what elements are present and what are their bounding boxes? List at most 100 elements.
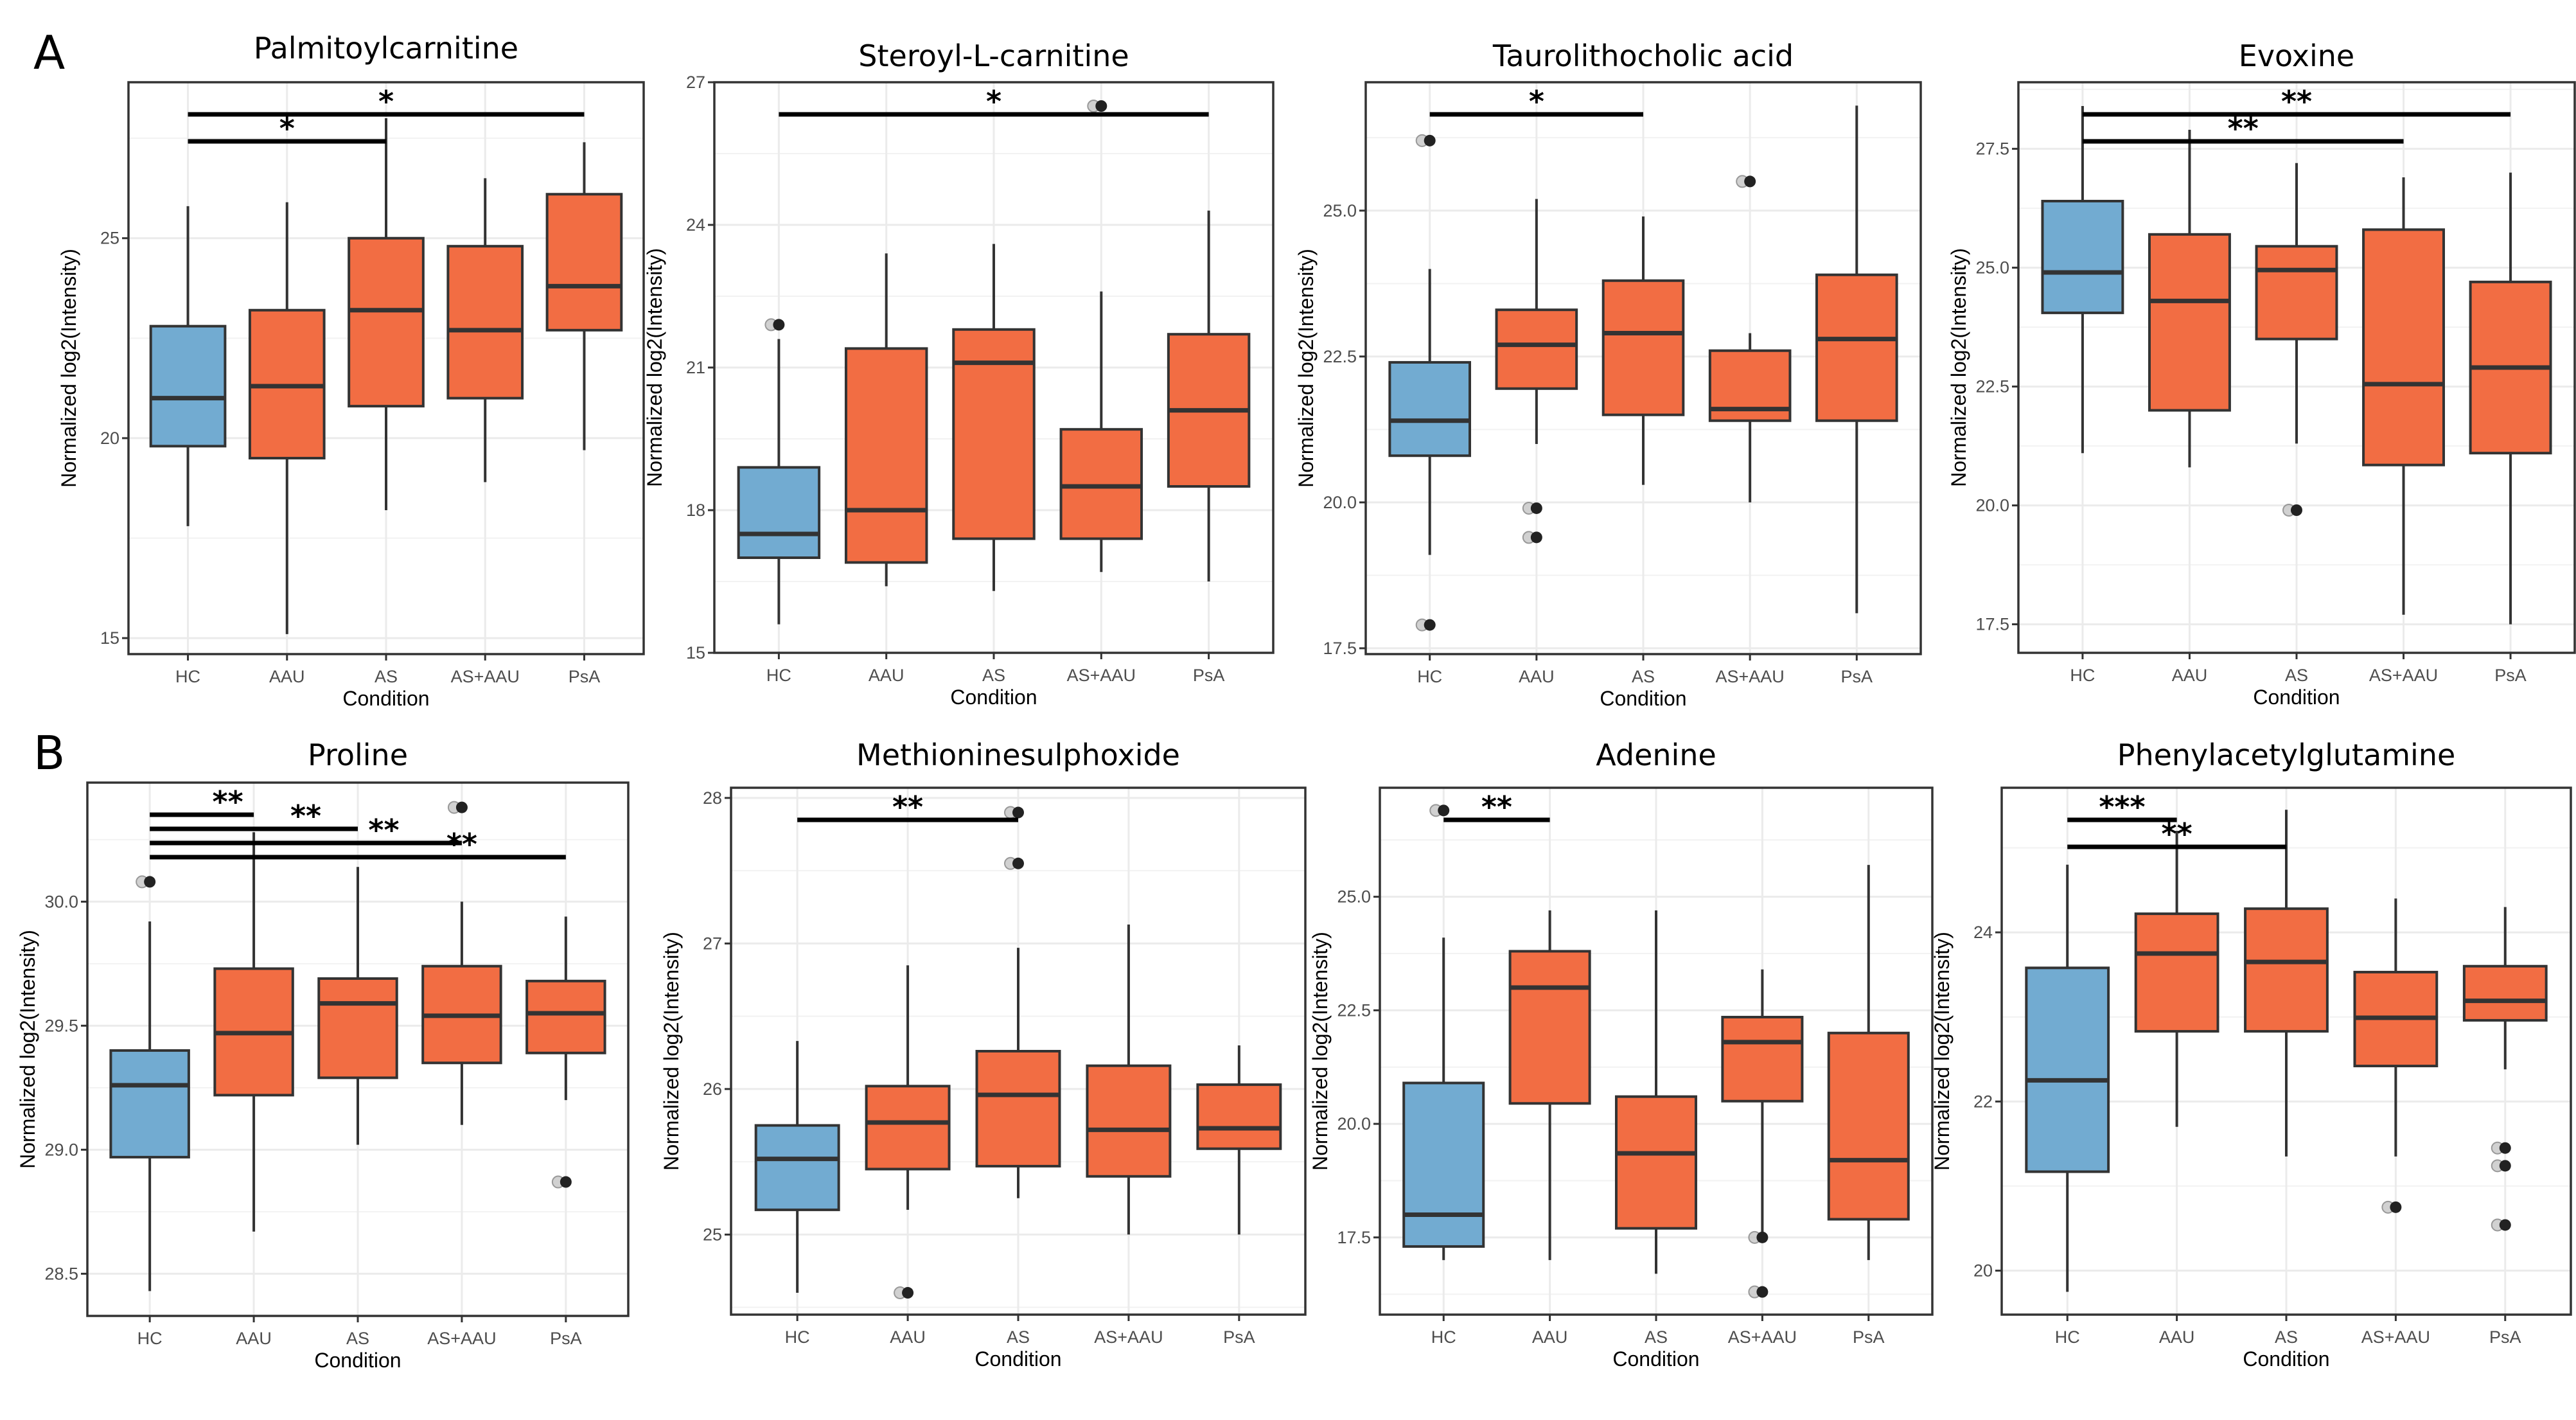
chart-svg: ** 17.5 20.0 22.5 25.0 HC AAU AS AS+AAU PsA Condit…	[1309, 786, 1934, 1371]
chart-svg: ** ** ** ** 28.5 29.0 29.5 30.0 HC AAU AS AS+AAU PsA…	[16, 781, 630, 1372]
box-as	[317, 867, 398, 1145]
box-aau	[1495, 199, 1578, 544]
box-iqr	[2148, 233, 2231, 412]
x-tick-label: HC	[175, 667, 200, 686]
outlier-point	[1530, 502, 1542, 514]
y-axis-title: Normalized log2(Intensity)	[1947, 248, 1970, 487]
x-axis-title: Condition	[314, 1349, 401, 1372]
outlier-point	[2499, 1142, 2511, 1154]
significance-bracket: **	[797, 790, 1018, 824]
box-hc	[109, 875, 190, 1291]
y-tick-label: 21	[686, 358, 705, 377]
significance-bracket: **	[150, 785, 254, 819]
figure-label-a: A	[33, 26, 66, 80]
box-iqr	[1614, 1095, 1698, 1230]
box-psa	[1815, 105, 1898, 614]
box-as-aau	[1086, 924, 1172, 1235]
box-as	[952, 244, 1036, 591]
box-iqr	[2244, 907, 2329, 1033]
outlier-point	[1744, 175, 1756, 188]
outlier-point	[1424, 619, 1436, 631]
y-tick-label: 17.5	[1975, 615, 2009, 634]
significance-bracket: *	[188, 111, 386, 146]
box-as	[2255, 163, 2338, 517]
box-iqr	[737, 466, 821, 560]
chart-title: Phenylacetylglutamine	[2117, 738, 2456, 772]
x-tick-label: PsA	[1853, 1327, 1885, 1347]
box-aau	[1508, 910, 1591, 1261]
y-tick-label: 20	[1973, 1261, 1993, 1281]
significance-label: *	[986, 84, 1001, 119]
outlier-point	[560, 1176, 572, 1188]
y-tick-label: 18	[686, 501, 705, 520]
x-tick-label: PsA	[1193, 666, 1225, 685]
x-tick-label: AS+AAU	[1728, 1327, 1797, 1347]
significance-label: **	[446, 827, 477, 862]
y-tick-label: 25.0	[1337, 887, 1371, 907]
y-tick-label: 17.5	[1337, 1228, 1371, 1247]
y-tick-label: 15	[686, 643, 705, 662]
box-as-aau	[1708, 175, 1792, 502]
chart-svg: ** 25 26 27 28 HC AAU AS AS+AAU PsA Condition Norma…	[660, 786, 1307, 1371]
outlier-point	[773, 319, 785, 331]
box-iqr	[1508, 950, 1591, 1105]
x-tick-label: PsA	[550, 1329, 582, 1348]
box-iqr	[1196, 1083, 1282, 1150]
outlier-point	[1756, 1286, 1769, 1298]
significance-bracket: **	[2067, 817, 2286, 851]
x-tick-label: AAU	[1519, 667, 1555, 686]
x-tick-label: AAU	[890, 1327, 926, 1347]
significance-bracket: **	[1443, 790, 1550, 824]
chart-panel-adenine: Adenine ** 17.5 20.0 22.5 25.0 HC AAU AS AS+AAU Ps…	[1285, 713, 1934, 1420]
box-as	[348, 118, 425, 510]
outlier-point	[455, 801, 468, 813]
chart-svg: ** ** 17.5 20.0 22.5 25.0 27.5 HC AAU AS AS+AAU PsA…	[1947, 81, 2576, 709]
y-tick-label: 25	[100, 229, 119, 248]
x-tick-label: AS	[1645, 1327, 1668, 1347]
x-tick-label: HC	[2070, 666, 2095, 685]
box-as	[1601, 216, 1685, 485]
significance-bracket: **	[150, 813, 462, 848]
box-iqr	[1815, 273, 1898, 422]
x-tick-label: AS+AAU	[2361, 1327, 2430, 1347]
x-tick-label: AS	[2285, 666, 2308, 685]
box-iqr	[2362, 228, 2445, 466]
box-aau	[2134, 831, 2219, 1127]
y-tick-label: 28	[703, 788, 722, 808]
chart-title: Adenine	[1596, 738, 1716, 772]
box-iqr	[348, 236, 425, 408]
box-iqr	[975, 1050, 1061, 1167]
box-aau	[2148, 130, 2231, 468]
box-iqr	[1086, 1064, 1172, 1178]
x-tick-label: AAU	[269, 667, 305, 686]
box-aau	[865, 965, 951, 1300]
y-tick-label: 17.5	[1323, 639, 1357, 658]
x-tick-label: AAU	[2159, 1327, 2195, 1347]
box-as	[975, 806, 1061, 1198]
box-hc	[754, 1041, 840, 1293]
x-tick-label: AAU	[869, 666, 904, 685]
outlier-point	[902, 1287, 914, 1299]
y-tick-label: 22.5	[1323, 347, 1357, 366]
y-tick-label: 26	[703, 1079, 722, 1099]
y-tick-label: 22.5	[1337, 1000, 1371, 1020]
x-tick-label: AS	[1632, 667, 1655, 686]
y-tick-label: 29.5	[44, 1016, 78, 1035]
y-tick-label: 22	[1973, 1092, 1993, 1111]
significance-bracket: **	[2082, 84, 2511, 119]
box-iqr	[1388, 360, 1471, 457]
y-axis-title: Normalized log2(Intensity)	[643, 248, 666, 487]
box-iqr	[844, 347, 928, 564]
x-axis-title: Condition	[975, 1347, 1061, 1371]
y-tick-label: 20.0	[1323, 493, 1357, 512]
x-axis-title: Condition	[1612, 1347, 1699, 1371]
y-tick-label: 27	[686, 73, 705, 92]
chart-panel-evoxine: Evoxine ** ** 17.5 20.0 22.5 25.0 27.5 HC AAU AS AS…	[1934, 0, 2576, 709]
outlier-point	[2390, 1201, 2402, 1213]
box-iqr	[149, 324, 227, 448]
box-aau	[844, 253, 928, 587]
chart-svg: * 15 18 21 24 27 HC AAU AS AS+AAU PsA Condition Norm…	[643, 73, 1275, 709]
box-as-aau	[2353, 898, 2439, 1214]
y-axis-title: Normalized log2(Intensity)	[660, 932, 683, 1171]
box-iqr	[754, 1124, 840, 1211]
